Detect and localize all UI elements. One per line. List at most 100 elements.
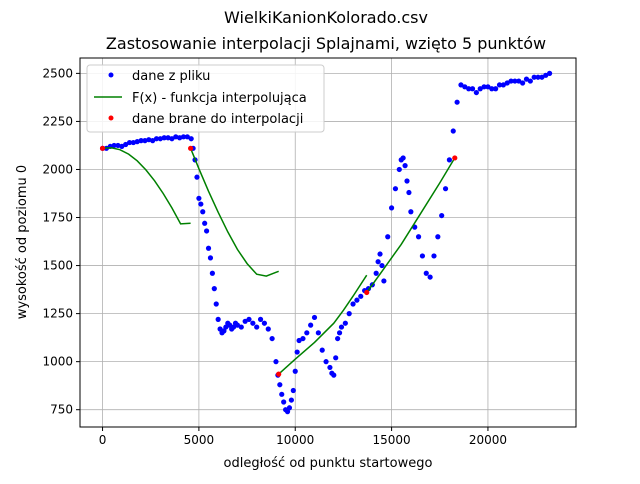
data-point bbox=[265, 326, 271, 332]
data-point bbox=[493, 86, 499, 92]
y-tick-label: 1750 bbox=[42, 211, 73, 225]
data-point bbox=[153, 136, 160, 142]
data-point bbox=[512, 78, 518, 84]
data-point bbox=[331, 372, 337, 378]
y-tick-label: 2250 bbox=[42, 114, 73, 128]
data-point bbox=[481, 84, 487, 90]
y-tick-label: 2500 bbox=[42, 66, 73, 80]
data-point bbox=[485, 84, 491, 90]
data-point bbox=[315, 330, 321, 336]
data-point bbox=[180, 134, 187, 140]
data-point bbox=[279, 391, 285, 397]
data-point bbox=[207, 255, 214, 261]
data-point bbox=[333, 355, 339, 361]
data-point bbox=[396, 166, 402, 173]
data-point bbox=[308, 322, 314, 328]
x-ticks: 0 5000 10000 15000 20000 bbox=[99, 427, 507, 447]
data-point bbox=[261, 320, 268, 326]
legend-marker-interpolation-points bbox=[108, 115, 114, 121]
data-point bbox=[454, 99, 460, 105]
data-point bbox=[543, 72, 549, 78]
data-point bbox=[496, 82, 503, 88]
x-tick-label: 10000 bbox=[276, 433, 314, 447]
data-point bbox=[242, 318, 248, 324]
data-point bbox=[508, 78, 514, 84]
x-tick-label: 0 bbox=[99, 433, 107, 447]
data-point bbox=[381, 278, 387, 284]
legend: dane z pliku F(x) - funkcja interpolując… bbox=[86, 64, 325, 133]
interpolation-node bbox=[99, 145, 106, 151]
data-point bbox=[446, 157, 452, 163]
data-point bbox=[335, 335, 341, 342]
data-point bbox=[290, 387, 296, 394]
data-point bbox=[284, 409, 291, 415]
data-point bbox=[358, 293, 364, 299]
data-point bbox=[209, 270, 215, 276]
data-point bbox=[531, 74, 537, 80]
chart-subtitle: Zastosowanie interpolacji Splajnami, wzi… bbox=[106, 34, 546, 53]
data-point bbox=[217, 326, 223, 332]
interpolation-node bbox=[364, 289, 370, 296]
data-point bbox=[427, 274, 433, 280]
interpolation-line bbox=[102, 147, 191, 225]
data-point bbox=[469, 86, 476, 92]
data-point bbox=[504, 80, 510, 86]
data-point bbox=[198, 201, 204, 207]
data-point bbox=[336, 330, 343, 336]
data-point bbox=[535, 74, 541, 80]
data-point bbox=[196, 195, 202, 201]
data-point bbox=[202, 220, 208, 226]
data-point bbox=[161, 135, 167, 141]
data-point bbox=[419, 253, 426, 259]
interpolation-line bbox=[278, 274, 368, 375]
legend-marker-file-data bbox=[108, 72, 114, 78]
y-tick-label: 2000 bbox=[42, 162, 73, 176]
data-point bbox=[213, 301, 219, 307]
data-point bbox=[375, 259, 381, 265]
data-point bbox=[385, 234, 391, 240]
data-point bbox=[250, 320, 256, 326]
data-point bbox=[346, 311, 352, 317]
y-axis-label: wysokość od poziomu 0 bbox=[15, 165, 30, 319]
data-point bbox=[111, 142, 117, 149]
data-point bbox=[277, 382, 283, 388]
legend-label-file-data: dane z pliku bbox=[132, 69, 210, 84]
data-point bbox=[379, 262, 385, 269]
data-point bbox=[450, 128, 456, 134]
data-point bbox=[188, 136, 194, 142]
data-point bbox=[500, 82, 506, 88]
data-point bbox=[257, 316, 264, 322]
data-point bbox=[466, 86, 472, 92]
data-point bbox=[194, 174, 200, 180]
data-point bbox=[227, 322, 233, 328]
data-point bbox=[415, 234, 422, 240]
x-axis-label: odległość od punktu startowego bbox=[224, 456, 433, 471]
data-point bbox=[273, 359, 279, 365]
data-point bbox=[223, 324, 229, 330]
data-point bbox=[462, 84, 468, 90]
data-point bbox=[402, 163, 408, 169]
y-tick-label: 1000 bbox=[42, 355, 73, 369]
y-tick-label: 750 bbox=[50, 403, 73, 417]
data-point bbox=[138, 138, 144, 144]
data-point bbox=[406, 189, 412, 196]
y-ticks: 750 1000 1250 1500 1750 2000 2250 2500 bbox=[42, 66, 80, 417]
y-tick-label: 1250 bbox=[42, 307, 73, 321]
data-point bbox=[547, 70, 553, 76]
interpolation-node bbox=[276, 371, 282, 377]
data-point bbox=[221, 328, 227, 334]
interpolation-node bbox=[452, 155, 458, 161]
data-point bbox=[288, 397, 294, 403]
data-point bbox=[286, 405, 293, 411]
data-point bbox=[404, 178, 410, 184]
data-point bbox=[431, 253, 437, 259]
data-point bbox=[204, 228, 210, 234]
data-point bbox=[311, 314, 318, 321]
data-point bbox=[246, 316, 252, 322]
chart-title: WielkiKanionKolorado.csv bbox=[224, 8, 428, 27]
data-point bbox=[292, 368, 298, 374]
data-point bbox=[238, 324, 244, 330]
data-point bbox=[423, 270, 429, 276]
